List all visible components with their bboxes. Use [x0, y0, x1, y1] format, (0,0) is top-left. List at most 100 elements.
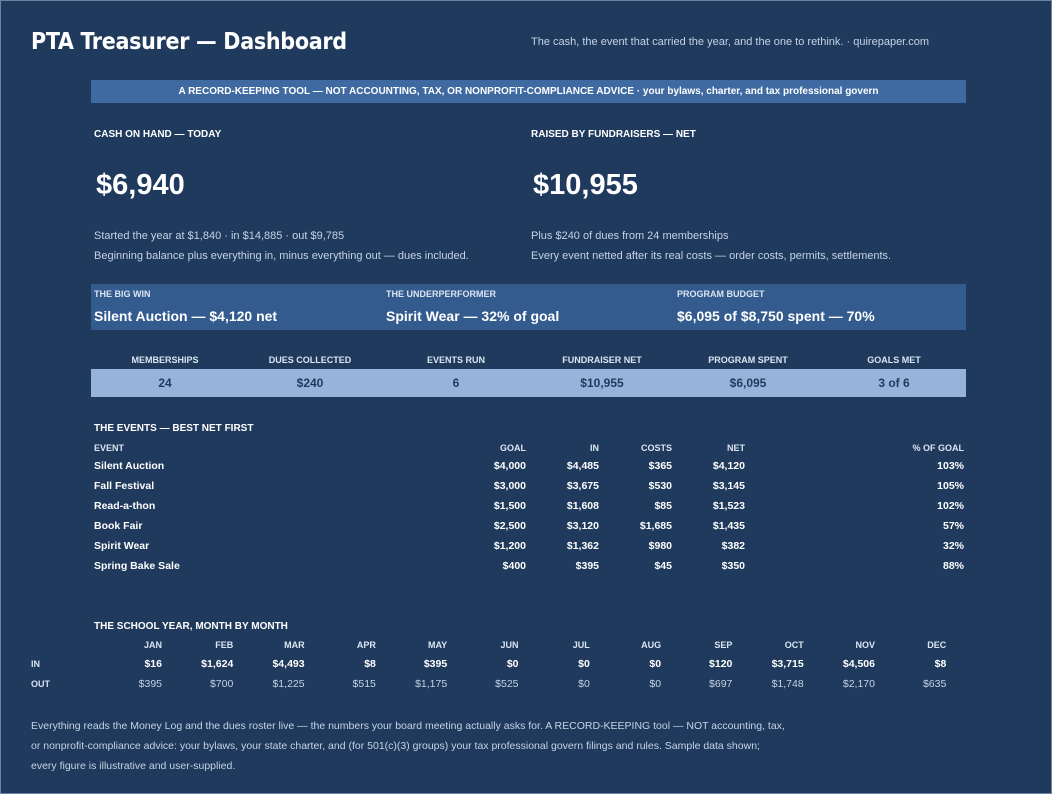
event-pct-goal: 32% — [942, 540, 964, 552]
event-name: Spirit Wear — [94, 540, 150, 552]
cash-on-hand-label: CASH ON HAND — TODAY — [94, 129, 222, 140]
highlight-value: Spirit Wear — 32% of goal — [386, 308, 560, 324]
raised-net-description: Every event netted after its real costs … — [531, 250, 892, 262]
event-costs: $530 — [648, 480, 672, 492]
month-in-value: $16 — [144, 658, 162, 670]
footer-disclaimer: Everything reads the Money Log and the d… — [31, 716, 811, 776]
highlights-band: THE BIG WIN Silent Auction — $4,120 net … — [91, 284, 966, 330]
month-label: JUN — [500, 640, 519, 650]
month-label: FEB — [215, 640, 234, 650]
highlight-label: THE UNDERPERFORMER — [386, 289, 497, 299]
event-costs: $980 — [648, 540, 672, 552]
col-header-in: IN — [590, 443, 599, 453]
event-in: $4,485 — [566, 460, 599, 472]
event-goal: $400 — [502, 560, 526, 572]
stat-value-dues: $240 — [296, 376, 324, 390]
event-net: $3,145 — [712, 480, 745, 492]
month-out-value: $395 — [138, 678, 162, 690]
event-goal: $3,000 — [493, 480, 526, 492]
event-name: Fall Festival — [94, 480, 155, 492]
highlight-label: THE BIG WIN — [94, 289, 151, 299]
event-in: $395 — [575, 560, 599, 572]
event-net: $350 — [721, 560, 745, 572]
events-section-title: THE EVENTS — BEST NET FIRST — [94, 423, 254, 434]
cash-on-hand-note: Started the year at $1,840 · in $14,885 … — [94, 230, 345, 242]
month-label: DEC — [927, 640, 947, 650]
footer-line: or nonprofit-compliance advice: your byl… — [31, 740, 760, 752]
stat-value-fundraiser-net: $10,955 — [580, 376, 624, 390]
event-goal: $1,200 — [493, 540, 526, 552]
highlight-value: $6,095 of $8,750 spent — 70% — [677, 308, 875, 324]
event-pct-goal: 57% — [942, 520, 964, 532]
event-in: $3,675 — [566, 480, 599, 492]
page-title: PTA Treasurer — Dashboard — [31, 29, 347, 55]
disclaimer-banner: A RECORD-KEEPING TOOL — NOT ACCOUNTING, … — [91, 80, 966, 103]
month-label: APR — [356, 640, 376, 650]
event-goal: $4,000 — [493, 460, 526, 472]
highlight-value: Silent Auction — $4,120 net — [94, 308, 278, 324]
month-label: JUL — [572, 640, 590, 650]
month-out-value: $1,175 — [415, 678, 448, 690]
month-label: MAY — [428, 640, 448, 650]
month-out-value: $697 — [709, 678, 733, 690]
month-in-value: $8 — [934, 658, 947, 670]
event-name: Spring Bake Sale — [94, 560, 180, 572]
event-pct-goal: 102% — [937, 500, 964, 512]
month-label: JAN — [143, 640, 162, 650]
event-pct-goal: 105% — [937, 480, 964, 492]
month-in-value: $0 — [578, 658, 590, 670]
stat-value-goals-met: 3 of 6 — [878, 376, 910, 390]
raised-net-note: Plus $240 of dues from 24 memberships — [531, 230, 729, 242]
stat-label-dues: DUES COLLECTED — [268, 355, 352, 365]
event-name: Book Fair — [94, 520, 143, 532]
month-label: NOV — [855, 640, 875, 650]
month-out-value: $1,748 — [771, 678, 804, 690]
event-name: Silent Auction — [94, 460, 165, 472]
footer-line: Everything reads the Money Log and the d… — [31, 720, 785, 732]
months-section-title: THE SCHOOL YEAR, MONTH BY MONTH — [94, 621, 288, 632]
month-in-value: $0 — [506, 658, 519, 670]
event-in: $1,608 — [566, 500, 599, 512]
month-in-value: $3,715 — [771, 658, 804, 670]
stats-row: 24 $240 6 $10,955 $6,095 3 of 6 — [91, 369, 966, 397]
col-header-pct-goal: % OF GOAL — [912, 443, 965, 453]
event-net: $1,523 — [712, 500, 745, 512]
event-costs: $1,685 — [639, 520, 672, 532]
stat-value-memberships: 24 — [158, 376, 172, 390]
event-net: $1,435 — [712, 520, 745, 532]
month-in-value: $4,493 — [272, 658, 305, 670]
month-row-label-out: OUT — [31, 679, 50, 689]
month-out-value: $515 — [352, 678, 376, 690]
month-out-value: $2,170 — [842, 678, 875, 690]
event-net: $4,120 — [712, 460, 745, 472]
event-costs: $85 — [654, 500, 672, 512]
footer-line: every figure is illustrative and user-su… — [31, 760, 236, 772]
event-net: $382 — [721, 540, 745, 552]
month-out-value: $0 — [649, 678, 662, 690]
stat-label-memberships: MEMBERSHIPS — [131, 355, 199, 365]
month-out-value: $635 — [922, 678, 947, 690]
stat-value-events: 6 — [452, 376, 460, 390]
month-out-value: $1,225 — [272, 678, 305, 690]
month-label: OCT — [784, 640, 804, 650]
cash-on-hand-description: Beginning balance plus everything in, mi… — [94, 250, 469, 262]
cash-on-hand-value: $6,940 — [96, 169, 185, 201]
month-in-value: $0 — [649, 658, 662, 670]
stat-value-program-spent: $6,095 — [729, 376, 767, 390]
event-in: $3,120 — [566, 520, 599, 532]
event-in: $1,362 — [566, 540, 599, 552]
stat-label-goals-met: GOALS MET — [867, 355, 921, 365]
month-in-value: $1,624 — [201, 658, 234, 670]
event-goal: $2,500 — [493, 520, 526, 532]
month-in-value: $395 — [423, 658, 448, 670]
col-header-event: EVENT — [94, 443, 125, 453]
event-costs: $365 — [648, 460, 672, 472]
event-goal: $1,500 — [493, 500, 526, 512]
col-header-goal: GOAL — [500, 443, 526, 453]
col-header-costs: COSTS — [640, 443, 672, 453]
month-in-value: $4,506 — [842, 658, 875, 670]
stat-label-fundraiser-net: FUNDRAISER NET — [562, 355, 642, 365]
month-in-value: $8 — [364, 658, 376, 670]
month-out-value: $700 — [209, 678, 234, 690]
